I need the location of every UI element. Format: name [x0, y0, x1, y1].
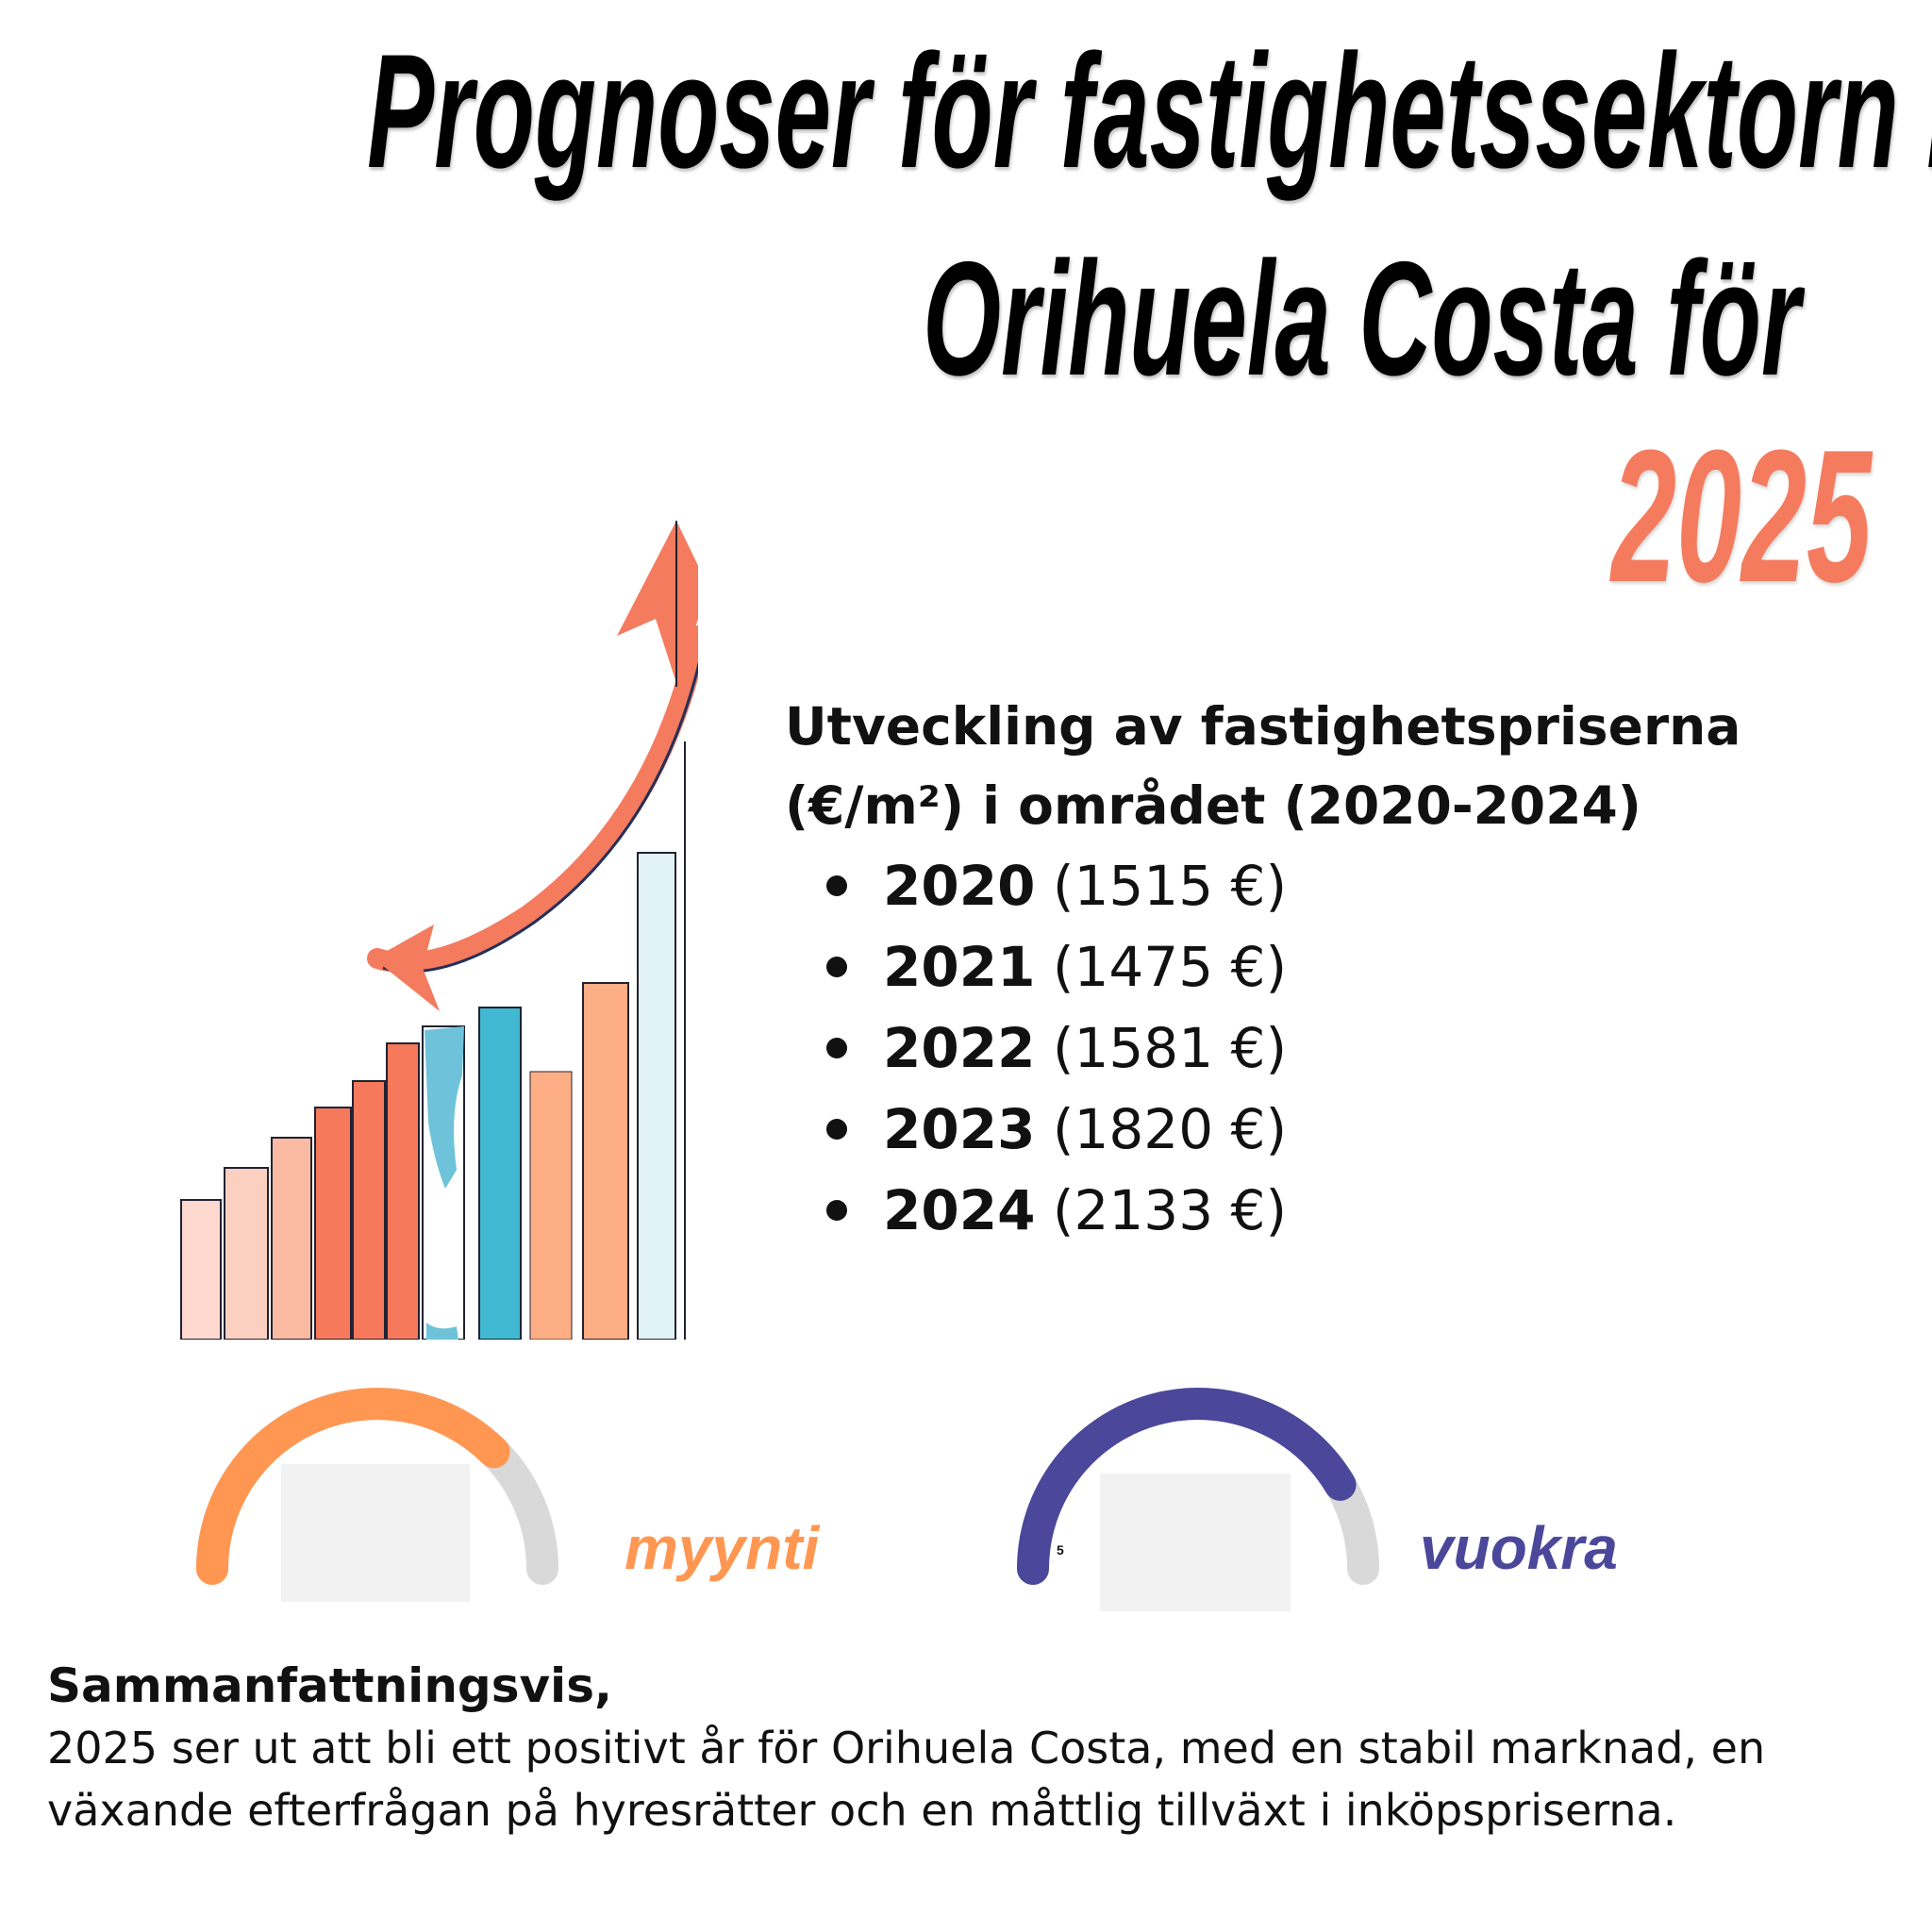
bar	[478, 1007, 522, 1340]
list-item: 2024 (2133 €)	[826, 1170, 1907, 1251]
price-value: (1581 €)	[1052, 1016, 1288, 1080]
price-year: 2024	[883, 1178, 1036, 1242]
price-year: 2020	[883, 854, 1036, 918]
price-value: (1820 €)	[1052, 1097, 1288, 1161]
price-year: 2022	[883, 1016, 1036, 1080]
bullet-icon	[826, 1200, 847, 1221]
bar	[352, 1080, 386, 1340]
price-list: 2020 (1515 €) 2021 (1475 €) 2022 (1581 €…	[785, 845, 1907, 1251]
price-year: 2023	[883, 1097, 1036, 1161]
bar	[582, 982, 629, 1340]
list-item: 2023 (1820 €)	[826, 1089, 1907, 1170]
list-item: 2021 (1475 €)	[826, 926, 1907, 1008]
price-section: Utveckling av fastighetspriserna (€/m²) …	[785, 687, 1907, 1251]
bar	[314, 1107, 352, 1340]
curved-arrow-shaft	[367, 625, 698, 974]
bar-splash	[425, 1026, 464, 1189]
bar	[637, 852, 676, 1340]
bars-group	[180, 741, 686, 1340]
list-item: 2022 (1581 €)	[826, 1008, 1907, 1089]
arrow-head-left	[374, 924, 440, 1011]
bar	[224, 1167, 269, 1340]
price-value: (1475 €)	[1052, 935, 1288, 999]
gauge-fill	[196, 1388, 510, 1585]
summary-heading: Sammanfattningsvis,	[47, 1658, 612, 1713]
bullet-icon	[826, 875, 847, 896]
curved-arrow-shaft-shadow	[382, 661, 698, 974]
sale-gauge-label: myynti	[625, 1514, 820, 1582]
bar	[271, 1137, 312, 1340]
price-year: 2021	[883, 935, 1036, 999]
summary-section: Sammanfattningsvis, 2025 ser ut att bli …	[47, 1655, 1896, 1841]
growth-chart-illustration	[180, 521, 698, 1340]
price-heading: Utveckling av fastighetspriserna (€/m²) …	[785, 696, 1741, 836]
gauge-center-box	[281, 1464, 470, 1602]
gauge-tick-label: 5	[1057, 1542, 1064, 1557]
bullet-icon	[826, 957, 847, 977]
title-year: 2025	[1611, 411, 1872, 622]
list-item: 2020 (1515 €)	[826, 845, 1907, 926]
rent-gauge-label: vuokra	[1420, 1514, 1618, 1582]
bar	[180, 1199, 222, 1340]
bar-splash	[426, 1323, 458, 1340]
gauge-center-box	[1100, 1474, 1291, 1611]
sale-gauge	[196, 1388, 558, 1602]
title-line-1: Prognoser för fastighetssektorn i	[367, 21, 1932, 202]
bullet-icon	[826, 1119, 847, 1140]
rent-gauge: 5	[1017, 1388, 1379, 1611]
price-value: (2133 €)	[1052, 1178, 1288, 1242]
price-value: (1515 €)	[1052, 854, 1288, 918]
bar	[386, 1042, 420, 1340]
arrow-head-up	[617, 521, 698, 683]
gauge-fill	[1017, 1388, 1357, 1585]
summary-body: 2025 ser ut att bli ett positivt år för …	[47, 1723, 1766, 1836]
bar	[529, 1071, 573, 1340]
bullet-icon	[826, 1038, 847, 1058]
title-line-2: Orihuela Costa för	[922, 228, 1800, 409]
